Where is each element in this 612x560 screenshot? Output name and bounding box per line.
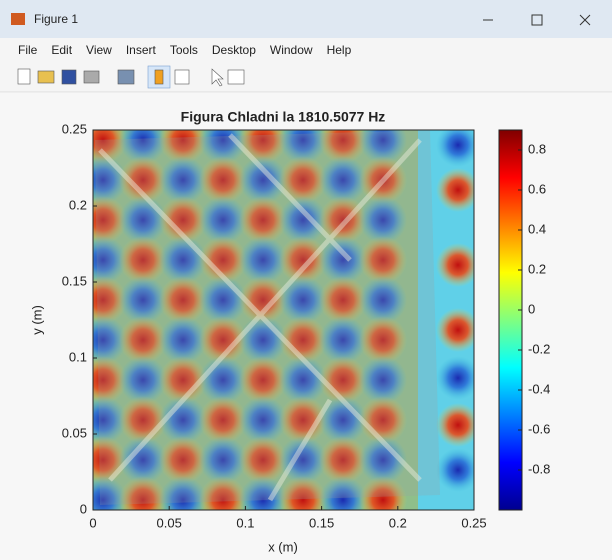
open-icon[interactable] bbox=[38, 71, 54, 83]
page: {"window": {"title": "Figure 1"}, "menu"… bbox=[0, 0, 612, 560]
colorbar-tick-label: -0.2 bbox=[528, 341, 550, 356]
y-tick-label: 0.1 bbox=[69, 349, 87, 364]
y-tick-label: 0.05 bbox=[62, 425, 87, 440]
field-blob bbox=[436, 356, 480, 400]
colorbar-tick-label: 0.8 bbox=[528, 141, 546, 156]
save-icon[interactable] bbox=[62, 70, 76, 84]
legend-icon[interactable] bbox=[175, 70, 189, 84]
menu-item[interactable]: Desktop bbox=[212, 43, 256, 57]
colorbar-tick-label: 0 bbox=[528, 301, 535, 316]
x-tick-label: 0.1 bbox=[236, 515, 254, 530]
colorbar-tick-label: 0.4 bbox=[528, 221, 546, 236]
field-blob bbox=[436, 168, 480, 212]
x-tick-label: 0.2 bbox=[389, 515, 407, 530]
x-tick-label: 0 bbox=[89, 515, 96, 530]
colorbar-tick-label: 0.6 bbox=[528, 181, 546, 196]
app-icon bbox=[11, 13, 25, 25]
menu-item[interactable]: Insert bbox=[126, 43, 157, 57]
y-tick-label: 0.25 bbox=[62, 121, 87, 136]
print-icon[interactable] bbox=[84, 71, 99, 83]
colorbar-tick-label: -0.4 bbox=[528, 381, 550, 396]
x-axis-label: x (m) bbox=[268, 539, 298, 554]
x-tick-label: 0.15 bbox=[309, 515, 334, 530]
menu-item[interactable]: Window bbox=[270, 43, 313, 57]
field-blob bbox=[436, 403, 480, 447]
property-icon[interactable] bbox=[228, 70, 244, 84]
y-tick-label: 0.15 bbox=[62, 273, 87, 288]
menu-item[interactable]: Edit bbox=[51, 43, 72, 57]
colorbar-icon bbox=[155, 70, 163, 84]
y-axis-label: y (m) bbox=[29, 305, 44, 335]
link-icon[interactable] bbox=[118, 70, 134, 84]
colorbar-tick-label: 0.2 bbox=[528, 261, 546, 276]
field-blob bbox=[436, 448, 480, 492]
menu-item[interactable]: File bbox=[18, 43, 38, 57]
x-tick-label: 0.05 bbox=[157, 515, 182, 530]
figure-window: Figure 1 File Edit View Insert Tools Desktop W… bbox=[0, 0, 612, 560]
colorbar-tick-label: -0.8 bbox=[528, 461, 550, 476]
title-bar bbox=[0, 0, 612, 38]
y-tick-label: 0 bbox=[80, 501, 87, 516]
chart-title: Figura Chladni la 1810.5077 Hz bbox=[181, 109, 386, 125]
y-tick-label: 0.2 bbox=[69, 197, 87, 212]
heatmap-image bbox=[79, 116, 480, 524]
menu-item[interactable]: Tools bbox=[170, 43, 198, 57]
field-blob bbox=[436, 243, 480, 287]
x-tick-label: 0.25 bbox=[461, 515, 486, 530]
menu-item[interactable]: View bbox=[86, 43, 112, 57]
colorbar bbox=[499, 130, 522, 510]
axes: Figura Chladni la 1810.5077 Hz x (m) y (… bbox=[29, 109, 550, 555]
colorbar-tick-label: -0.6 bbox=[528, 421, 550, 436]
window-title: Figure 1 bbox=[34, 12, 78, 26]
field-blob bbox=[436, 308, 480, 352]
menu-item[interactable]: Help bbox=[327, 43, 352, 57]
new-icon[interactable] bbox=[18, 69, 30, 84]
